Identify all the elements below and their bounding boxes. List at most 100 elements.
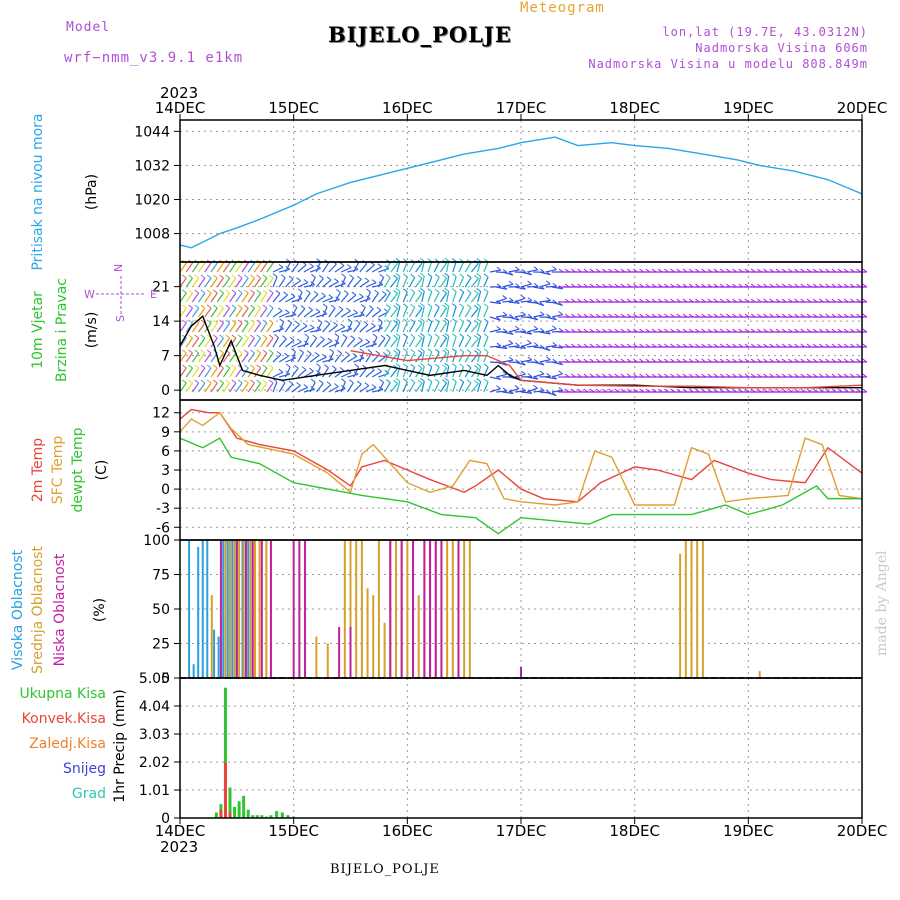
wind-barb bbox=[452, 291, 457, 303]
precipitation-bar bbox=[223, 762, 227, 818]
wind-barb-flag bbox=[244, 274, 249, 279]
wind-barb bbox=[340, 354, 350, 363]
wind-barb-flag bbox=[278, 263, 284, 268]
precipitation-y-tick-label: 3.03 bbox=[139, 727, 170, 743]
wind-barb bbox=[260, 292, 268, 303]
wind-barb bbox=[204, 322, 212, 333]
wind-barb bbox=[191, 292, 200, 303]
wind-barb-flag bbox=[444, 287, 449, 292]
wind-barb-flag bbox=[434, 348, 440, 353]
wind-barb bbox=[297, 369, 307, 378]
product-title: Meteogram bbox=[520, 0, 605, 16]
clouds-bar bbox=[244, 540, 247, 678]
wind-barb-flag bbox=[200, 334, 206, 339]
wind-barb bbox=[377, 382, 385, 393]
wind-barb bbox=[272, 293, 281, 303]
wind-barb-flag bbox=[225, 274, 231, 279]
wind-barb bbox=[334, 326, 346, 333]
wind-barb-flag bbox=[466, 289, 472, 294]
wind-barb-flag bbox=[237, 304, 243, 309]
wind-barb bbox=[266, 337, 274, 348]
wind-barb bbox=[446, 276, 450, 288]
wind-barb-flag bbox=[451, 333, 457, 337]
wind-barb-flag bbox=[395, 257, 401, 262]
wind-barb bbox=[191, 337, 200, 348]
wind-barb-flag bbox=[442, 274, 447, 279]
pressure-y-tick-label: 1020 bbox=[134, 193, 170, 209]
wind-barb bbox=[502, 342, 513, 348]
wind-barb bbox=[496, 361, 507, 366]
wind-barb bbox=[421, 336, 425, 348]
wind-barb-flag bbox=[434, 378, 440, 383]
wind-barb bbox=[185, 277, 194, 288]
wind-barb bbox=[353, 314, 365, 318]
wind-barb bbox=[470, 323, 479, 333]
wind-barb bbox=[458, 291, 465, 303]
wind-barb bbox=[340, 293, 349, 303]
wind-barb bbox=[198, 277, 206, 288]
wind-barb bbox=[402, 336, 408, 348]
wind-barb-flag bbox=[533, 384, 538, 389]
wind-barb bbox=[191, 382, 200, 393]
clouds-bar bbox=[241, 540, 244, 678]
wind-barb bbox=[291, 262, 299, 273]
precipitation-bar bbox=[223, 687, 227, 818]
wind-barb bbox=[210, 382, 218, 393]
wind-barb-flag bbox=[521, 268, 527, 273]
wind-barb bbox=[533, 286, 545, 290]
wind-barb-flag bbox=[318, 379, 324, 384]
wind-barb-flag bbox=[268, 319, 274, 324]
clouds-bar bbox=[304, 540, 307, 678]
wind-y-tick-label: 14 bbox=[152, 314, 170, 330]
wind-barb bbox=[489, 269, 501, 273]
wind-barb-flag bbox=[213, 289, 218, 294]
wind-barb-flag bbox=[213, 364, 218, 369]
wind-barb bbox=[527, 345, 539, 348]
wind-barb-flag bbox=[256, 334, 262, 339]
wind-barb-flag bbox=[200, 274, 206, 279]
wind-barb-flag bbox=[225, 364, 231, 369]
wind-barb bbox=[266, 352, 274, 363]
wind-barb bbox=[502, 283, 514, 288]
wind-barb-flag bbox=[225, 379, 231, 384]
wind-barb bbox=[260, 262, 268, 273]
clouds-bar bbox=[690, 540, 693, 678]
wind-barb-flag bbox=[366, 288, 371, 293]
wind-barb-flag bbox=[250, 379, 255, 384]
wind-barb bbox=[191, 322, 200, 333]
clouds-bar bbox=[217, 636, 220, 678]
wind-barb-flag bbox=[262, 349, 268, 354]
wind-barb-flag bbox=[419, 302, 425, 307]
wind-barb-flag bbox=[341, 378, 346, 383]
wind-barb bbox=[365, 369, 375, 378]
wind-barb bbox=[427, 351, 433, 363]
wind-barb-flag bbox=[358, 336, 363, 341]
wind-barb bbox=[315, 339, 325, 348]
wind-barb-flag bbox=[393, 319, 398, 324]
wind-barb bbox=[247, 337, 256, 348]
precipitation-bar bbox=[260, 815, 264, 818]
wind-barb-flag bbox=[182, 304, 187, 309]
wind-barb bbox=[322, 279, 332, 288]
wind-barb-flag bbox=[393, 349, 398, 354]
wind-barb bbox=[514, 297, 526, 303]
wind-barb-flag bbox=[225, 334, 231, 339]
wind-barb bbox=[241, 322, 249, 333]
wind-barb-flag bbox=[496, 316, 501, 321]
wind-barb bbox=[402, 381, 408, 393]
wind-barb-flag bbox=[545, 347, 551, 351]
wind-barb-flag bbox=[256, 349, 262, 354]
clouds-bar bbox=[451, 540, 454, 678]
wind-barb-flag bbox=[237, 379, 243, 384]
wind-barb bbox=[539, 283, 551, 288]
wind-barb-flag bbox=[533, 299, 539, 304]
wind-barb-flag bbox=[231, 379, 237, 384]
wind-barb bbox=[452, 336, 457, 348]
wind-barb bbox=[371, 370, 383, 378]
wind-barb-flag bbox=[182, 349, 187, 354]
wind-barb bbox=[303, 309, 313, 318]
wind-barb-flag bbox=[295, 320, 300, 325]
compass-west-label: W bbox=[84, 288, 95, 301]
wind-barb bbox=[322, 297, 333, 303]
precipitation-bar bbox=[233, 806, 237, 818]
